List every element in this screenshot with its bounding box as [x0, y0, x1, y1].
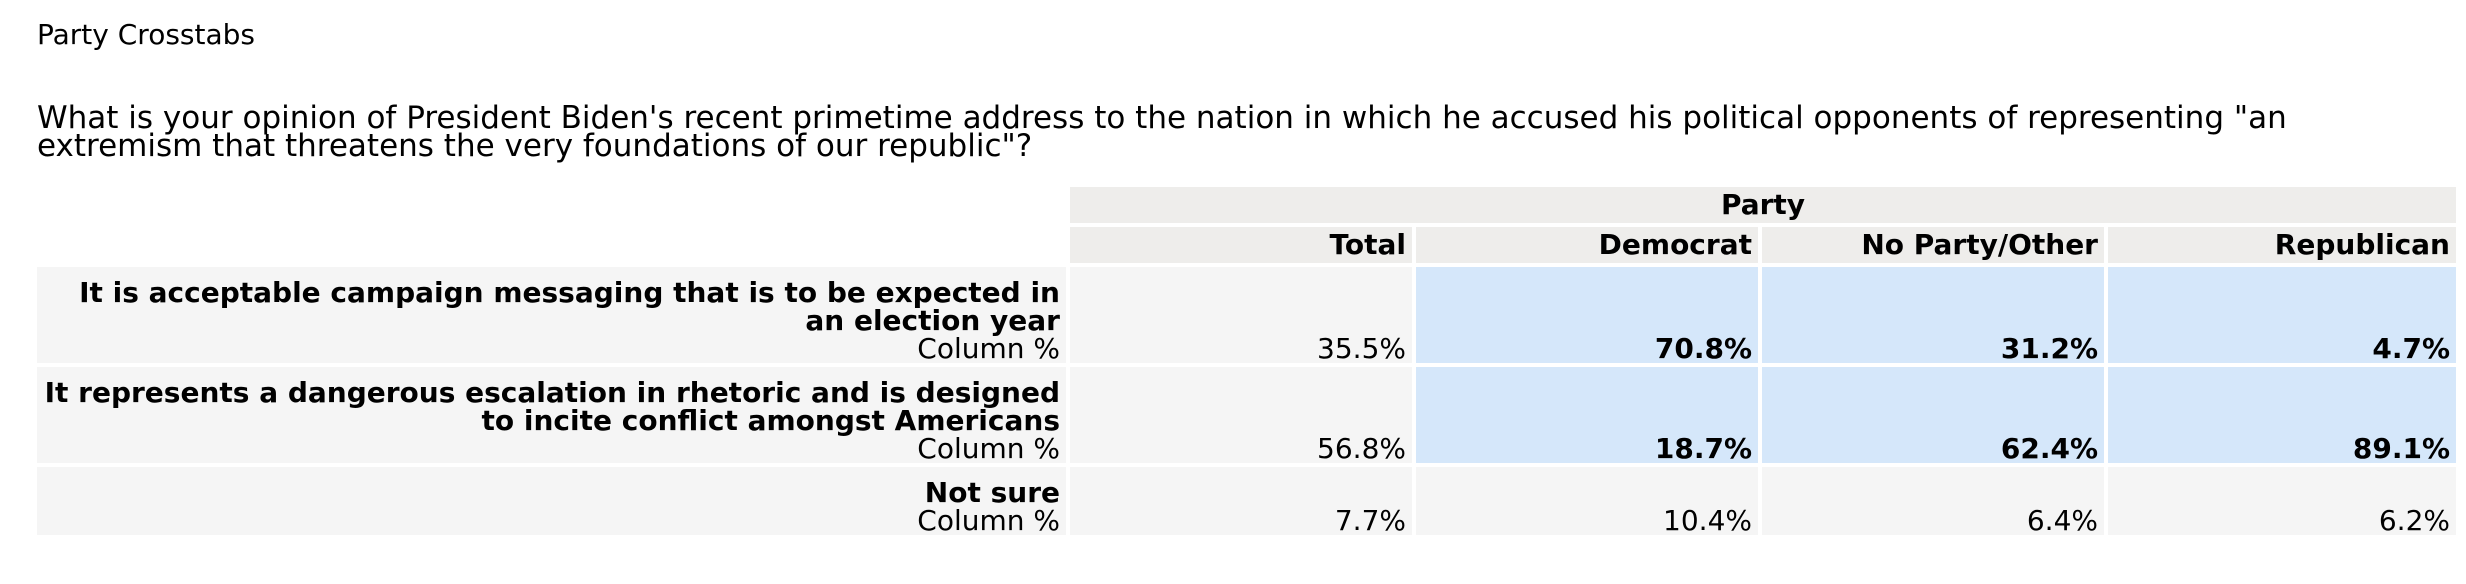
row-label-text: It represents a dangerous escalation in … [44, 376, 1060, 437]
row-sublabel: Column % [917, 432, 1060, 465]
row-sublabel: Column % [917, 504, 1060, 537]
row-label-text: Not sure [924, 476, 1060, 509]
cell-no-party-other: 31.2% [1762, 267, 2104, 363]
cell-total: 7.7% [1070, 467, 1412, 535]
column-header-republican: Republican [2108, 227, 2456, 263]
row-label-text: It is acceptable campaign messaging that… [79, 276, 1060, 337]
cell-total: 56.8% [1070, 367, 1412, 463]
column-header-no-party-other: No Party/Other [1762, 227, 2104, 263]
column-header-row: Total Democrat No Party/Other Republican [37, 227, 2456, 263]
cell-republican: 89.1% [2108, 367, 2456, 463]
table-row: It is acceptable campaign messaging that… [37, 267, 2456, 363]
corner-cell-2 [37, 227, 1066, 263]
cell-total: 35.5% [1070, 267, 1412, 363]
cell-no-party-other: 6.4% [1762, 467, 2104, 535]
group-header-row: Party [37, 187, 2456, 223]
report-title: Party Crosstabs [37, 18, 255, 51]
corner-cell [37, 187, 1066, 223]
row-label: It represents a dangerous escalation in … [37, 367, 1066, 463]
question-text: What is your opinion of President Biden'… [37, 100, 2287, 164]
column-header-total: Total [1070, 227, 1412, 263]
crosstab-table: Party Total Democrat No Party/Other Repu… [33, 183, 2460, 539]
row-sublabel: Column % [917, 332, 1060, 365]
cell-republican: 6.2% [2108, 467, 2456, 535]
column-header-democrat: Democrat [1416, 227, 1758, 263]
party-group-header: Party [1070, 187, 2456, 223]
cell-republican: 4.7% [2108, 267, 2456, 363]
row-label: Not sure Column % [37, 467, 1066, 535]
cell-democrat: 70.8% [1416, 267, 1758, 363]
cell-no-party-other: 62.4% [1762, 367, 2104, 463]
table-row: It represents a dangerous escalation in … [37, 367, 2456, 463]
row-label: It is acceptable campaign messaging that… [37, 267, 1066, 363]
cell-democrat: 10.4% [1416, 467, 1758, 535]
cell-democrat: 18.7% [1416, 367, 1758, 463]
table-row: Not sure Column % 7.7% 10.4% 6.4% 6.2% [37, 467, 2456, 535]
